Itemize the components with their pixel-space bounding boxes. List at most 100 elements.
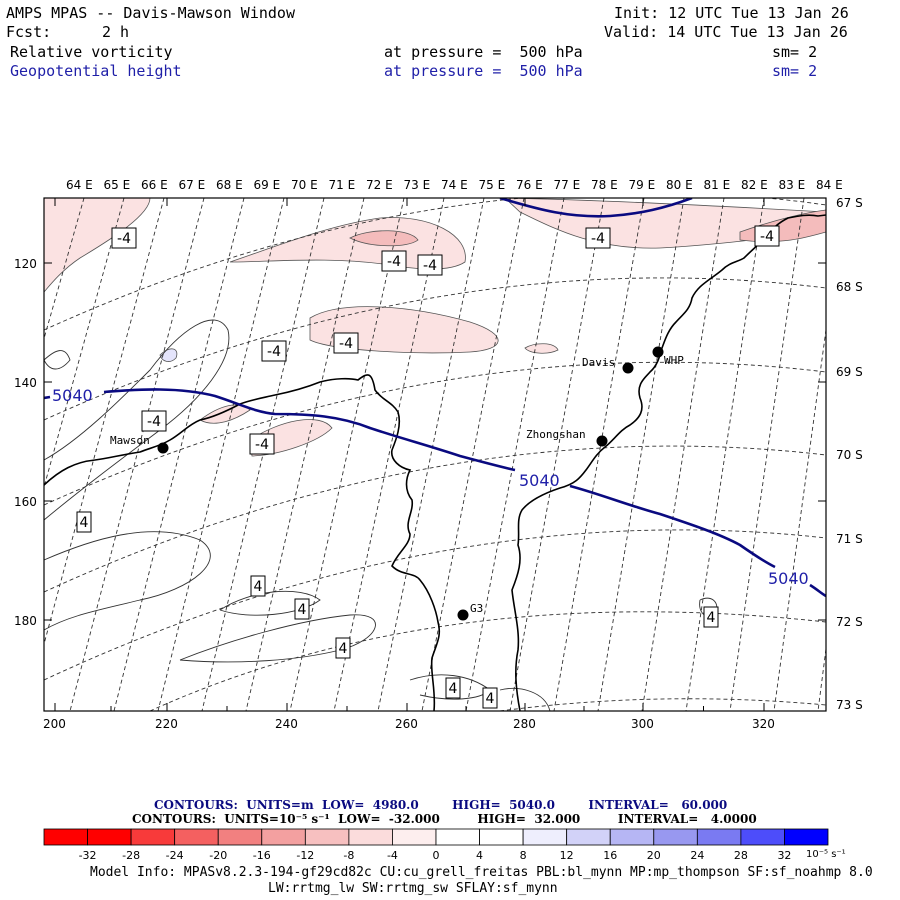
vorticity-label-box (294, 598, 310, 620)
longitude-label: 76 E (516, 178, 543, 192)
plot-title: AMPS MPAS -- Davis-Mawson Window (6, 4, 295, 22)
longitude-label: 73 E (404, 178, 431, 192)
field1-name: Relative vorticity (10, 43, 173, 61)
longitude-label: 68 E (216, 178, 243, 192)
colorbar-label: 4 (476, 849, 483, 862)
height-label: 5040 (519, 471, 560, 490)
colorbar-swatch (566, 828, 611, 846)
longitude-label: 64 E (66, 178, 93, 192)
field2-level: at pressure = 500 hPa (384, 62, 583, 80)
vorticity-label: 4 (80, 515, 89, 531)
longitude-label: 66 E (141, 178, 168, 192)
colorbar-swatch (304, 828, 350, 846)
field1-level: at pressure = 500 hPa (384, 43, 583, 61)
latitude-label: 71 S (836, 532, 863, 546)
colorbar: -32 -28 -24 -20 -16 -12 -8 -4 0 4 8 12 16 20 24 28 32 10⁻… (43, 828, 846, 862)
longitude-label: 70 E (291, 178, 318, 192)
y-tick-label: 120 (14, 257, 37, 271)
coastline (44, 214, 826, 711)
geopotential-height-contours (44, 198, 826, 598)
vorticity-label: 4 (298, 602, 307, 618)
x-tick-label: 300 (631, 717, 654, 731)
longitude-label: 82 E (741, 178, 768, 192)
station-dot-whp (652, 346, 664, 358)
vorticity-label-box (111, 227, 137, 249)
init-time: Init: 12 UTC Tue 13 Jan 26 (614, 4, 849, 22)
x-tick-label: 260 (395, 717, 418, 731)
station-label-g3: G3 (470, 602, 483, 615)
longitude-labels: 64 E 65 E 66 E 67 E 68 E 69 E 70 E 71 E 72 E 73 E… (66, 178, 843, 192)
station-dot-zhongshan (596, 435, 608, 447)
vorticity-label: -4 (267, 344, 281, 360)
colorbar-swatch (174, 828, 219, 846)
x-axis: 200 220 240 260 280 300 320 (43, 198, 775, 731)
y-tick-label: 180 (14, 614, 37, 628)
x-tick-label: 320 (752, 717, 775, 731)
height-contour-info: CONTOURS: UNITS=m LOW= 4980.0 HIGH= 5040… (154, 798, 728, 812)
height-label: 5040 (768, 569, 809, 588)
vorticity-label-box (335, 637, 351, 659)
vorticity-label: 4 (486, 691, 495, 707)
colorbar-label: -20 (209, 849, 227, 862)
vorticity-label-box (250, 575, 266, 597)
longitude-gridlines (44, 198, 826, 711)
x-tick-label: 280 (513, 717, 536, 731)
longitude-label: 74 E (441, 178, 468, 192)
latitude-label: 68 S (836, 280, 863, 294)
colorbar-label: 0 (433, 849, 440, 862)
vorticity-label: -4 (423, 258, 437, 274)
latitude-labels: 67 S 68 S 69 S 70 S 71 S 72 S 73 S (836, 196, 863, 712)
colorbar-swatch (696, 828, 742, 846)
latitude-label: 73 S (836, 698, 863, 712)
vorticity-label: 4 (254, 579, 263, 595)
colorbar-swatch (479, 828, 524, 846)
colorbar-swatch (435, 828, 480, 846)
vorticity-label-box (445, 677, 461, 699)
x-tick-label: 220 (155, 717, 178, 731)
vorticity-label: 4 (707, 610, 716, 626)
longitude-label: 71 E (329, 178, 356, 192)
colorbar-swatch (217, 828, 263, 846)
vorticity-label: -4 (117, 231, 131, 247)
plot-border (43, 197, 827, 712)
colorbar-swatch (392, 828, 437, 846)
vorticity-label: -4 (339, 336, 353, 352)
longitude-label: 84 E (816, 178, 843, 192)
colorbar-swatch (522, 828, 568, 846)
valid-time: Valid: 14 UTC Tue 13 Jan 26 (604, 23, 848, 41)
colorbar-label: 32 (777, 849, 791, 862)
vorticity-label-box (703, 606, 719, 628)
station-dot-davis (622, 362, 634, 374)
y-axis: 120 140 160 180 (14, 257, 826, 628)
colorbar-swatch (87, 828, 132, 846)
vorticity-label: 4 (339, 641, 348, 657)
colorbar-label: -4 (387, 849, 398, 862)
colorbar-label: 24 (690, 849, 704, 862)
colorbar-label: 12 (560, 849, 574, 862)
longitude-label: 69 E (254, 178, 281, 192)
vorticity-label-box (141, 410, 167, 432)
latitude-label: 69 S (836, 365, 863, 379)
height-label: 5040 (52, 386, 93, 405)
vorticity-label-box (585, 227, 611, 249)
latitude-gridlines (44, 198, 826, 711)
latitude-label: 72 S (836, 615, 863, 629)
latitude-label: 67 S (836, 196, 863, 210)
longitude-label: 78 E (591, 178, 618, 192)
model-info-line2: LW:rrtmg_lw SW:rrtmg_sw SFLAY:sf_mynn (268, 881, 558, 896)
colorbar-swatch (740, 828, 785, 846)
model-info-line1: Model Info: MPASv8.2.3-194-gf29cd82c CU:… (90, 865, 873, 880)
x-tick-label: 240 (275, 717, 298, 731)
vorticity-label: -4 (591, 231, 605, 247)
vorticity-label: -4 (147, 414, 161, 430)
y-tick-label: 160 (14, 495, 37, 509)
longitude-label: 77 E (554, 178, 581, 192)
forecast-label: Fcst: (6, 23, 52, 41)
field2-smoothing: sm= 2 (772, 62, 818, 80)
longitude-label: 83 E (779, 178, 806, 192)
vorticity-label-box (333, 332, 359, 354)
colorbar-swatch (43, 828, 88, 846)
longitude-label: 75 E (479, 178, 506, 192)
latitude-label: 70 S (836, 448, 863, 462)
